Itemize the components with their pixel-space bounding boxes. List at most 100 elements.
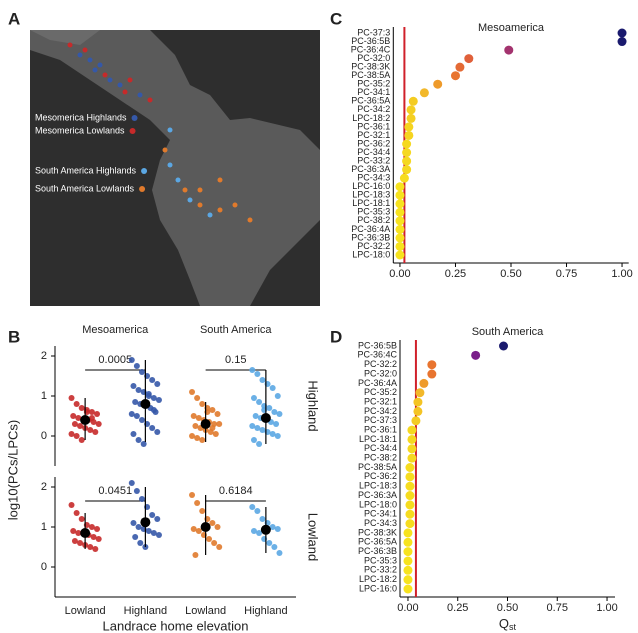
y-tick-label: 2: [41, 481, 47, 493]
point: [249, 423, 255, 429]
x-tick-label: Highland: [244, 605, 287, 617]
point: [136, 524, 142, 530]
point: [395, 199, 404, 208]
point: [266, 540, 272, 546]
x-tick-label: 0.00: [397, 602, 418, 614]
x-tick-label: 0.25: [445, 268, 466, 280]
x-tick-label: 1.00: [596, 602, 617, 614]
facet-column-label: Mesoamerica: [82, 324, 149, 336]
point: [69, 502, 75, 508]
point: [404, 122, 413, 131]
point: [74, 433, 80, 439]
pvalue-label: 0.15: [225, 354, 246, 366]
point: [92, 429, 98, 435]
x-tick-label: 0.50: [500, 268, 521, 280]
mean-point: [80, 415, 90, 425]
x-tick-label: Lowland: [65, 605, 106, 617]
x-tick-label: Lowland: [185, 605, 226, 617]
point: [433, 80, 442, 89]
point: [194, 500, 200, 506]
point: [407, 426, 416, 435]
point: [405, 482, 414, 491]
point: [72, 421, 78, 427]
point: [403, 538, 412, 547]
point: [70, 413, 76, 419]
point: [216, 421, 222, 427]
y-tick-label: 1: [41, 390, 47, 402]
point: [194, 395, 200, 401]
point: [139, 369, 145, 375]
point: [96, 421, 102, 427]
point: [471, 351, 480, 360]
point: [407, 114, 416, 123]
point: [395, 251, 404, 260]
point: [130, 431, 136, 437]
legend-label: Mesomerica Highlands: [35, 112, 127, 122]
point: [407, 105, 416, 114]
point: [74, 401, 80, 407]
point: [407, 454, 416, 463]
point: [211, 540, 217, 546]
point: [151, 530, 157, 536]
point: [69, 431, 75, 437]
x-tick-label: 0.00: [389, 268, 410, 280]
point: [146, 391, 152, 397]
point: [259, 516, 265, 522]
point: [209, 520, 215, 526]
legend-label: South America Highlands: [35, 165, 137, 175]
point: [94, 526, 100, 532]
panel-label: A: [8, 9, 20, 28]
point: [192, 423, 198, 429]
mean-point: [140, 399, 150, 409]
point: [275, 393, 281, 399]
point: [199, 508, 205, 514]
point: [395, 182, 404, 191]
point: [405, 491, 414, 500]
point: [395, 216, 404, 225]
point: [92, 546, 98, 552]
facet-row-label: Highland: [306, 380, 321, 431]
point: [146, 528, 152, 534]
point: [89, 524, 95, 530]
x-tick-label: 1.00: [611, 268, 632, 280]
point: [504, 46, 513, 55]
y-tick-label: 0: [41, 430, 47, 442]
point: [129, 357, 135, 363]
point: [404, 131, 413, 140]
point: [499, 342, 508, 351]
point: [137, 540, 143, 546]
point: [270, 385, 276, 391]
point: [151, 395, 157, 401]
point: [407, 444, 416, 453]
point: [189, 492, 195, 498]
mean-point: [201, 522, 211, 532]
pvalue-label: 0.6184: [219, 485, 253, 497]
point: [139, 417, 145, 423]
point: [409, 97, 418, 106]
x-axis-title-main: Q: [499, 616, 509, 631]
mean-point: [261, 525, 271, 535]
point: [191, 526, 197, 532]
y-tick-label: 1: [41, 521, 47, 533]
legend-label: South America Lowlands: [35, 183, 135, 193]
point: [215, 524, 221, 530]
point: [151, 407, 157, 413]
x-axis-title: Qst: [499, 616, 517, 632]
point: [254, 371, 260, 377]
point: [209, 407, 215, 413]
point: [395, 233, 404, 242]
point: [249, 504, 255, 510]
legend-marker: [130, 128, 136, 134]
point: [251, 437, 257, 443]
point: [89, 409, 95, 415]
point: [79, 516, 85, 522]
mean-point: [261, 413, 271, 423]
pvalue-label: 0.0005: [98, 354, 132, 366]
point: [275, 526, 281, 532]
panel-label: D: [330, 327, 342, 346]
point: [405, 500, 414, 509]
point: [206, 536, 212, 542]
x-tick-label: 0.75: [556, 268, 577, 280]
point: [134, 413, 140, 419]
point: [96, 536, 102, 542]
